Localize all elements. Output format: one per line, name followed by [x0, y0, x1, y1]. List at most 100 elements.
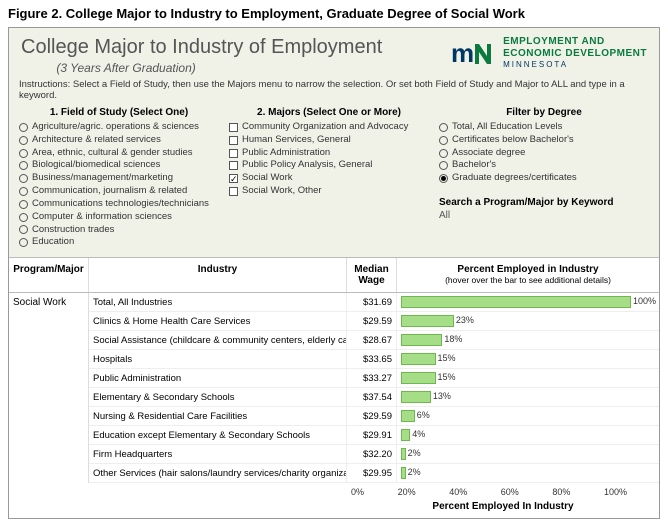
- program-cell: Social Work: [9, 293, 89, 483]
- degree-list: Total, All Education LevelsCertificates …: [439, 121, 649, 185]
- bar-cell[interactable]: 15%: [397, 350, 659, 369]
- bar-label: 100%: [633, 296, 656, 306]
- radio-icon: [439, 123, 448, 132]
- field-option[interactable]: Communications technologies/technicians: [19, 198, 219, 211]
- radio-icon: [19, 161, 28, 170]
- svg-text:m: m: [451, 38, 474, 68]
- degree-option[interactable]: Graduate degrees/certificates: [439, 172, 649, 185]
- checkbox-icon: [229, 149, 238, 158]
- logo-text-2: ECONOMIC DEVELOPMENT: [503, 48, 647, 60]
- bar-fill: [401, 391, 431, 403]
- major-label: Community Organization and Advocacy: [242, 121, 408, 134]
- field-option[interactable]: Education: [19, 236, 219, 249]
- bar-cell[interactable]: 2%: [397, 464, 659, 483]
- field-option[interactable]: Communication, journalism & related: [19, 185, 219, 198]
- degree-option[interactable]: Total, All Education Levels: [439, 121, 649, 134]
- field-option[interactable]: Construction trades: [19, 224, 219, 237]
- degree-label: Total, All Education Levels: [452, 121, 562, 134]
- major-option[interactable]: Social Work, Other: [229, 185, 429, 198]
- field-of-study-list: Agriculture/agric. operations & sciences…: [19, 121, 219, 249]
- bar-cell[interactable]: 18%: [397, 331, 659, 350]
- radio-icon: [439, 136, 448, 145]
- radio-icon: [19, 149, 28, 158]
- field-option[interactable]: Biological/biomedical sciences: [19, 159, 219, 172]
- major-option[interactable]: Human Services, General: [229, 134, 429, 147]
- field-option[interactable]: Agriculture/agric. operations & sciences: [19, 121, 219, 134]
- bar-cell[interactable]: 15%: [397, 369, 659, 388]
- axis-tick: 60%: [501, 487, 519, 497]
- radio-icon: [19, 187, 28, 196]
- bar-label: 15%: [438, 353, 456, 363]
- major-label: Public Policy Analysis, General: [242, 159, 372, 172]
- radio-icon: [19, 123, 28, 132]
- major-label: Human Services, General: [242, 134, 351, 147]
- degree-label: Bachelor's: [452, 159, 496, 172]
- degree-option[interactable]: Bachelor's: [439, 159, 649, 172]
- checkbox-icon: [229, 187, 238, 196]
- bar-label: 2%: [408, 467, 421, 477]
- wage-cell: $37.54: [347, 388, 397, 407]
- table-row: Total, All Industries$31.69100%: [89, 293, 659, 312]
- search-input[interactable]: All: [439, 210, 649, 221]
- industry-cell: Total, All Industries: [89, 293, 347, 312]
- table-row: Hospitals$33.6515%: [89, 350, 659, 369]
- table-row: Education except Elementary & Secondary …: [89, 426, 659, 445]
- bar-fill: [401, 353, 436, 365]
- table-row: Other Services (hair salons/laundry serv…: [89, 464, 659, 483]
- industry-cell: Education except Elementary & Secondary …: [89, 426, 347, 445]
- col-header-wage: Median Wage: [347, 258, 397, 292]
- bar-cell[interactable]: 4%: [397, 426, 659, 445]
- bar-cell[interactable]: 13%: [397, 388, 659, 407]
- industry-cell: Public Administration: [89, 369, 347, 388]
- degree-label: Certificates below Bachelor's: [452, 134, 574, 147]
- industry-cell: Firm Headquarters: [89, 445, 347, 464]
- field-option[interactable]: Computer & information sciences: [19, 211, 219, 224]
- table-row: Social Assistance (childcare & community…: [89, 331, 659, 350]
- search-header: Search a Program/Major by Keyword: [439, 197, 649, 208]
- bar-cell[interactable]: 100%: [397, 293, 659, 312]
- industry-cell: Other Services (hair salons/laundry serv…: [89, 464, 347, 483]
- table-row: Public Administration$33.2715%: [89, 369, 659, 388]
- major-label: Public Administration: [242, 147, 330, 160]
- field-option[interactable]: Business/management/marketing: [19, 172, 219, 185]
- bar-label: 18%: [444, 334, 462, 344]
- bar-fill: [401, 372, 436, 384]
- bar-cell[interactable]: 6%: [397, 407, 659, 426]
- field-label: Business/management/marketing: [32, 172, 173, 185]
- majors-list: Community Organization and AdvocacyHuman…: [229, 121, 429, 198]
- field-label: Area, ethnic, cultural & gender studies: [32, 147, 193, 160]
- bar-fill: [401, 429, 410, 441]
- checkbox-icon: [229, 174, 238, 183]
- degree-filter-header: Filter by Degree: [439, 107, 649, 118]
- axis-tick: 40%: [449, 487, 467, 497]
- wage-cell: $28.67: [347, 331, 397, 350]
- bar-cell[interactable]: 23%: [397, 312, 659, 331]
- degree-label: Graduate degrees/certificates: [452, 172, 577, 185]
- col-header-percent: Percent Employed in Industry (hover over…: [397, 258, 659, 292]
- degree-option[interactable]: Associate degree: [439, 147, 649, 160]
- major-option[interactable]: Social Work: [229, 172, 429, 185]
- majors-header: 2. Majors (Select One or More): [229, 107, 429, 118]
- field-option[interactable]: Area, ethnic, cultural & gender studies: [19, 147, 219, 160]
- field-label: Communications technologies/technicians: [32, 198, 209, 211]
- logo-text-1: EMPLOYMENT AND: [503, 36, 647, 48]
- industry-cell: Nursing & Residential Care Facilities: [89, 407, 347, 426]
- logo-state: MINNESOTA: [503, 60, 647, 69]
- major-option[interactable]: Community Organization and Advocacy: [229, 121, 429, 134]
- major-option[interactable]: Public Administration: [229, 147, 429, 160]
- x-axis-ticks: 0%20%40%60%80%100%: [347, 483, 631, 497]
- mn-logo: m EMPLOYMENT AND ECONOMIC DEVELOPMENT MI…: [451, 36, 647, 69]
- axis-tick: 80%: [552, 487, 570, 497]
- major-option[interactable]: Public Policy Analysis, General: [229, 159, 429, 172]
- wage-cell: $29.59: [347, 312, 397, 331]
- field-label: Agriculture/agric. operations & sciences: [32, 121, 199, 134]
- bar-fill: [401, 296, 631, 308]
- field-label: Biological/biomedical sciences: [32, 159, 160, 172]
- field-option[interactable]: Architecture & related services: [19, 134, 219, 147]
- bar-cell[interactable]: 2%: [397, 445, 659, 464]
- wage-cell: $29.59: [347, 407, 397, 426]
- axis-tick: 20%: [398, 487, 416, 497]
- radio-icon: [439, 149, 448, 158]
- wage-cell: $32.20: [347, 445, 397, 464]
- degree-option[interactable]: Certificates below Bachelor's: [439, 134, 649, 147]
